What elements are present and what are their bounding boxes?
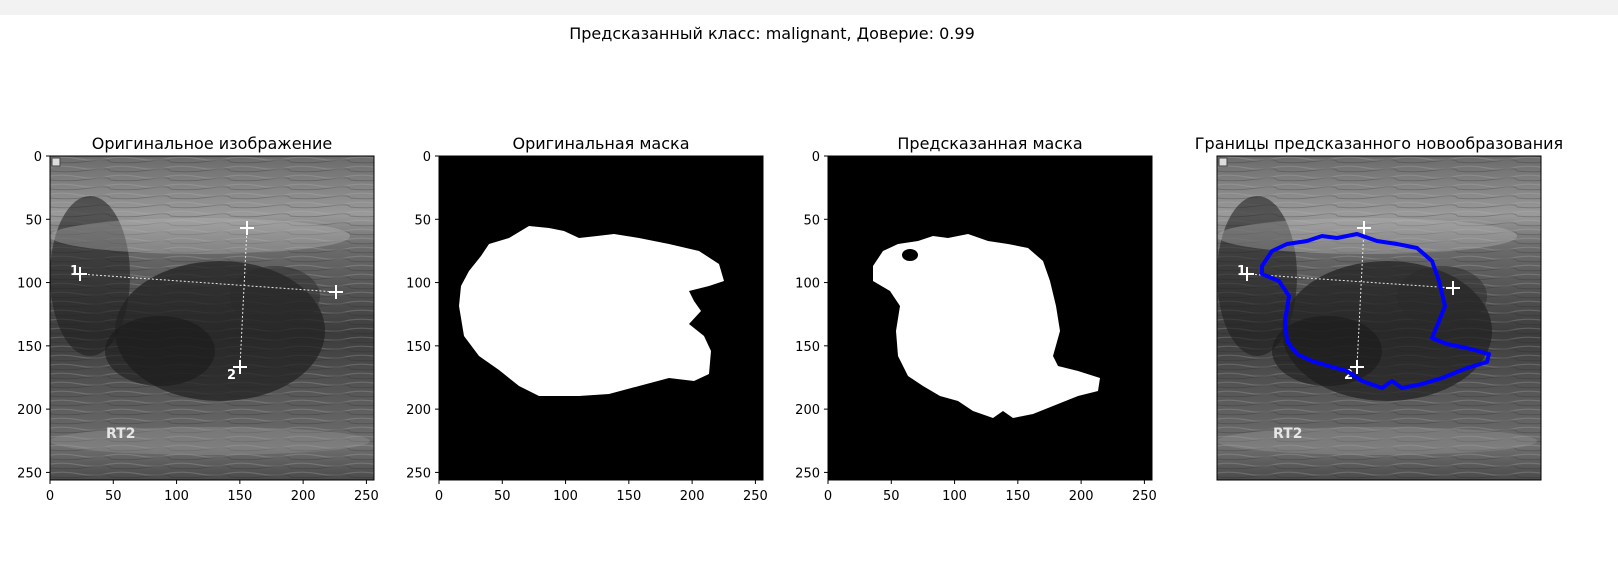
axes-frame — [438, 155, 764, 481]
x-tick-label: 100 — [164, 489, 189, 504]
axes-frame — [49, 155, 375, 481]
y-tick-label: 250 — [17, 466, 42, 481]
x-tick-label: 200 — [680, 489, 705, 504]
ultrasound-image-copy: 1 2 RT2 — [1217, 156, 1541, 480]
y-tick-label: 0 — [812, 150, 820, 165]
panel-title: Оригинальное изображение — [92, 134, 333, 153]
x-tick-label: 150 — [227, 489, 252, 504]
panel-predicted-boundary: 1 2 RT2 — [1217, 156, 1541, 480]
predicted-boundary-contour — [1260, 232, 1491, 390]
y-tick-label: 100 — [406, 277, 431, 292]
x-tick-label: 250 — [354, 489, 379, 504]
panel-title: Оригинальная маска — [513, 134, 690, 153]
x-tick-label: 150 — [1005, 489, 1030, 504]
y-tick-label: 50 — [414, 213, 431, 228]
x-tick-label: 0 — [46, 489, 54, 504]
x-tick-label: 50 — [883, 489, 900, 504]
x-tick-label: 0 — [824, 489, 832, 504]
x-tick-label: 50 — [494, 489, 511, 504]
x-tick-label: 200 — [1069, 489, 1094, 504]
y-tick-label: 150 — [17, 340, 42, 355]
x-tick-label: 200 — [291, 489, 316, 504]
panel-title: Границы предсказанного новообразования — [1195, 134, 1563, 153]
probe-label: RT2 — [1273, 426, 1302, 442]
figure-suptitle: Предсказанный класс: malignant, Доверие:… — [569, 24, 975, 43]
marker-label-1: 1 — [1237, 264, 1246, 279]
y-tick-label: 100 — [795, 277, 820, 292]
y-tick-label: 50 — [25, 213, 42, 228]
x-tick-label: 0 — [435, 489, 443, 504]
window-topbar — [0, 0, 1618, 15]
axes-frame — [827, 155, 1153, 481]
y-tick-label: 200 — [406, 403, 431, 418]
ultrasound-image: 1 2 RT2 — [50, 156, 374, 480]
x-tick-label: 50 — [105, 489, 122, 504]
marker-label-2: 2 — [1344, 368, 1353, 383]
mask-pred-shape — [873, 234, 1100, 418]
panel-original-image: 1 2 RT2 — [50, 156, 374, 480]
y-tick-label: 200 — [17, 403, 42, 418]
panel-title: Предсказанная маска — [897, 134, 1082, 153]
y-tick-label: 50 — [803, 213, 820, 228]
y-tick-label: 200 — [795, 403, 820, 418]
panel-predicted-mask — [828, 156, 1152, 480]
probe-label: RT2 — [106, 426, 135, 442]
mask-true-shape — [459, 226, 724, 396]
y-tick-label: 0 — [34, 150, 42, 165]
y-tick-label: 150 — [795, 340, 820, 355]
y-tick-label: 250 — [795, 466, 820, 481]
x-tick-label: 250 — [1132, 489, 1157, 504]
marker-label-1: 1 — [70, 264, 79, 279]
x-tick-label: 100 — [942, 489, 967, 504]
axes-frame — [1216, 155, 1542, 481]
y-tick-label: 0 — [423, 150, 431, 165]
marker-label-2: 2 — [227, 368, 236, 383]
y-tick-label: 100 — [17, 277, 42, 292]
x-tick-label: 150 — [616, 489, 641, 504]
y-tick-label: 150 — [406, 340, 431, 355]
x-tick-label: 100 — [553, 489, 578, 504]
y-tick-label: 250 — [406, 466, 431, 481]
x-tick-label: 250 — [743, 489, 768, 504]
panel-original-mask — [439, 156, 763, 480]
